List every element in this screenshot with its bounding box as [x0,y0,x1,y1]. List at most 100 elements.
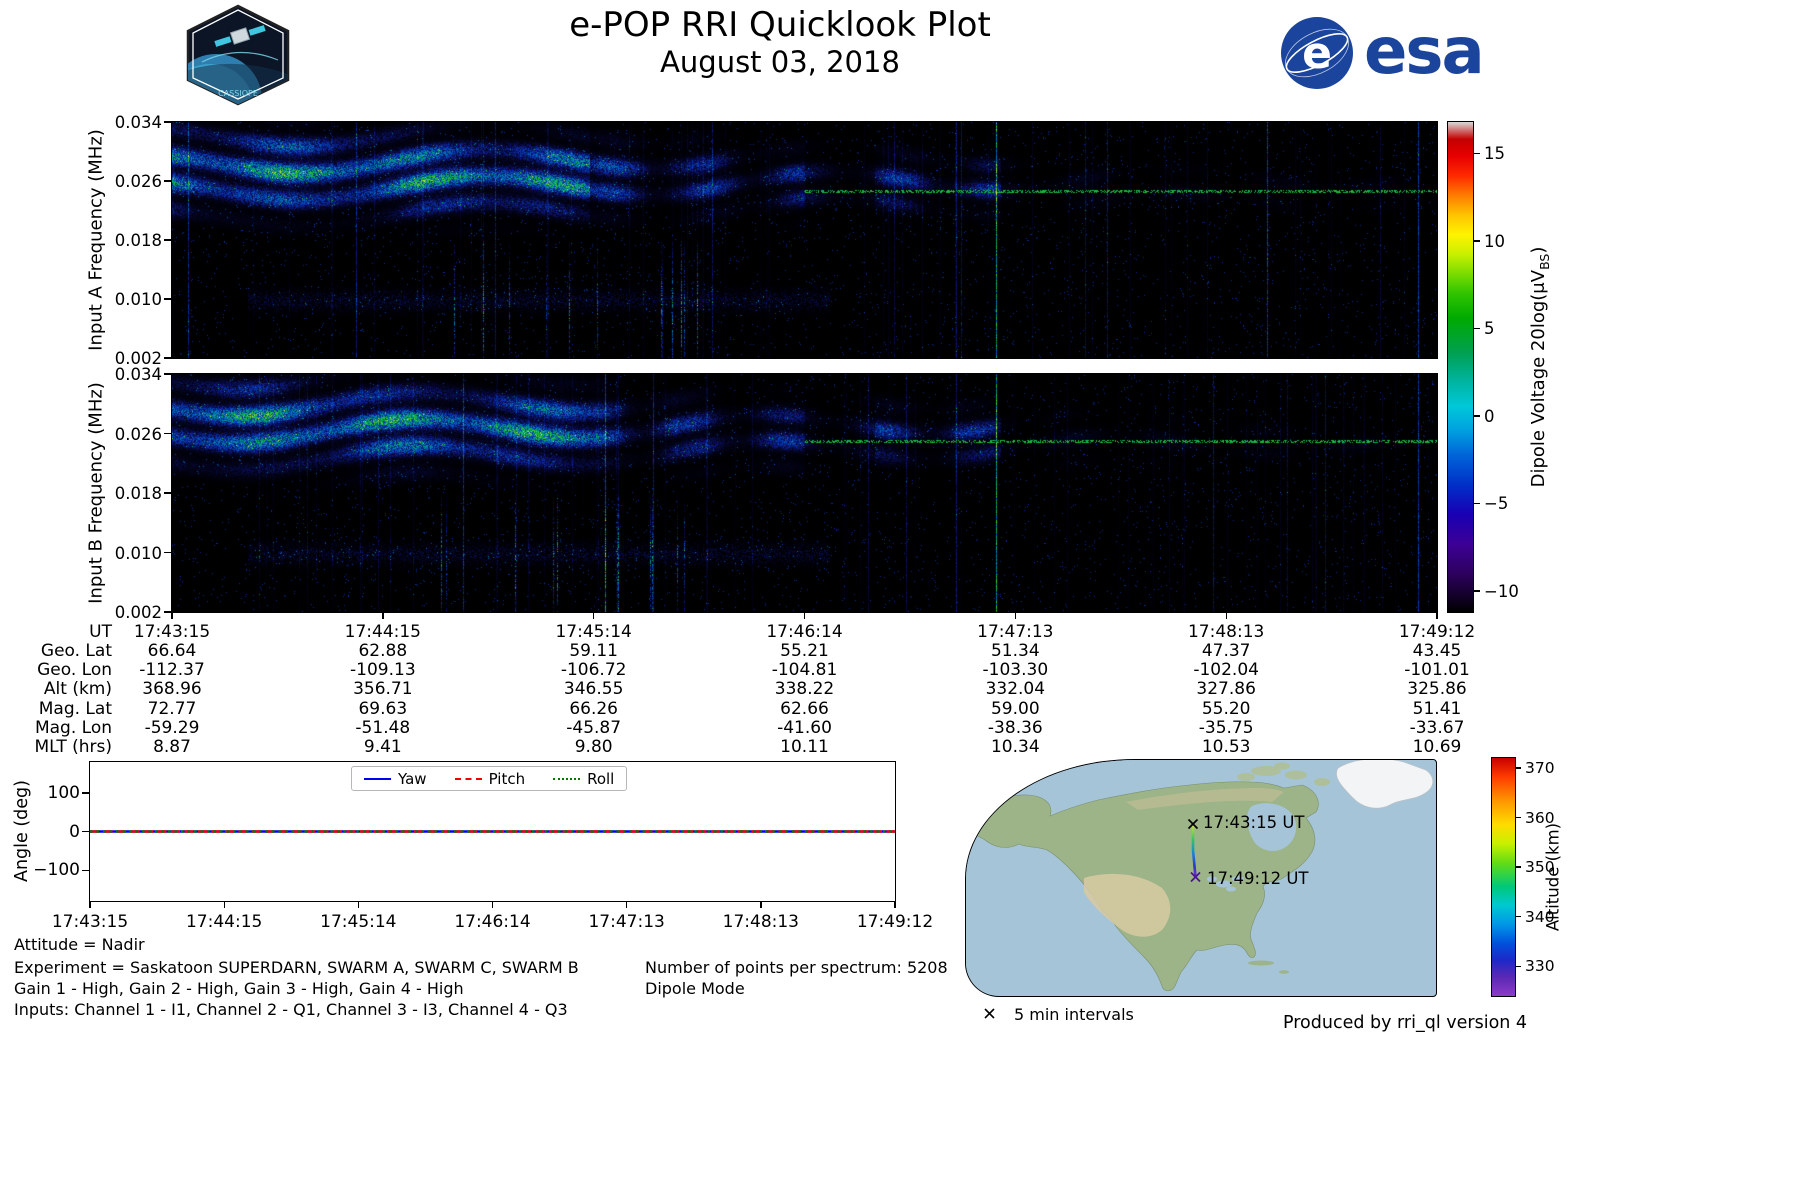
legend-label: Roll [587,769,615,788]
ephemeris-cell: 346.55 [563,679,624,700]
ephemeris-cell: -33.67 [1409,718,1465,738]
ephemeris-cell: -109.13 [350,660,416,681]
altitude-colorbar [1491,757,1516,997]
ephemeris-cell: 59.00 [990,698,1040,719]
page-title: e-POP RRI Quicklook Plot [569,5,991,45]
ephemeris-cell: 325.86 [1407,679,1467,700]
spec-a-ytick-label: 0.002 [114,349,162,368]
ephemeris-cell: 17:44:15 [344,621,421,642]
legend-label: Pitch [488,769,526,788]
ephemeris-cell: 327.86 [1196,679,1256,700]
dipole-cbar-tick-mark [1474,502,1480,505]
dipole-voltage-colorbar [1447,121,1474,613]
ephemeris-cell: 66.64 [147,640,197,661]
track-start-marker [1187,818,1199,830]
angle-xtick-label: 17:47:13 [588,912,665,932]
ephemeris-cell: 332.04 [985,679,1046,700]
ephemeris-cell: -45.87 [566,718,622,738]
alt-cbar-tick-mark [1516,965,1521,967]
dipole-cbar-tick-label: −5 [1484,494,1509,513]
dipole-cbar-tick-mark [1474,415,1480,417]
map-tundra-tint [1126,788,1284,810]
alt-cbar-tick-mark [1516,866,1521,868]
angle-xtick-label: 17:48:13 [722,912,799,932]
spec-b-ytick-label: 0.018 [114,484,162,503]
ephemeris-cell: 17:46:14 [766,621,843,642]
spec-b-xtick-mark [1014,613,1017,619]
track-end-marker [1190,871,1201,883]
produced-by-note: Produced by rri_ql version 4 [1283,1013,1528,1033]
ephemeris-row-label: Alt (km) [43,679,112,700]
ephemeris-cell: 10.53 [1201,737,1251,758]
dipole-cbar-tick-mark [1474,327,1480,330]
ephemeris-cell: 17:47:13 [977,621,1054,642]
ephemeris-cell: 9.80 [574,737,613,758]
dipole-cbar-tick-mark [1474,590,1480,592]
angle-xtick-mark [760,902,762,908]
map-greenland [1336,760,1434,809]
esa-wordmark: esa [1364,15,1485,90]
ground-track-map [965,759,1437,997]
spec-b-xtick-mark [803,613,806,619]
map-hudson-bay [1247,803,1297,852]
angle-xtick-label: 17:44:15 [185,912,263,932]
dipole-cbar-tick-label: 0 [1484,406,1495,426]
spectrogram-b [171,373,1438,613]
angle-ytick-label: 0 [69,821,80,842]
ephemeris-row-label: MLT (hrs) [34,737,112,758]
ephemeris-cell: 51.34 [990,640,1040,661]
ephemeris-cell: -35.75 [1198,718,1254,738]
inputs-note: Inputs: Channel 1 - I1, Channel 2 - Q1, … [14,1000,568,1019]
alt-cbar-tick-mark [1516,916,1521,918]
legend-line-sample [364,777,391,780]
dipole-cbar-tick-mark [1474,240,1480,242]
track-start-label: 17:43:15 UT [1203,813,1305,832]
dipole-colorbar-label: Dipole Voltage 20log(μVBS) [1528,247,1552,488]
angle-ytick-mark [82,792,89,794]
dipole-cbar-tick-label: 10 [1484,231,1505,251]
legend-label: Yaw [398,769,427,788]
dipole-label-pre: Dipole Voltage 20log(μV [1528,269,1550,488]
alt-cbar-tick-mark [1516,767,1521,769]
interval-marker-icon [984,1008,995,1019]
ephemeris-cell: 17:49:12 [1398,621,1476,642]
ephemeris-cell: -51.48 [355,718,411,738]
ephemeris-cell: 356.71 [353,679,413,700]
legend-item-pitch: Pitch [454,769,526,788]
title-block: e-POP RRI Quicklook Plot August 03, 2018 [430,5,1130,80]
spec-a-ytick-mark [164,180,171,182]
spec-a-ytick-mark [164,357,171,359]
map-canvas [966,760,1435,995]
ephemeris-cell: 17:43:15 [133,621,211,642]
ephemeris-cell: 69.63 [358,698,408,719]
alt-cbar-tick-label: 340 [1525,907,1555,926]
ephemeris-cell: 10.34 [990,737,1040,758]
dipole-cbar-tick-label: 15 [1484,144,1505,163]
angle-ytick-mark [82,869,89,871]
ephemeris-cell: 72.77 [147,698,197,719]
ephemeris-cell: -38.36 [987,718,1043,738]
interval-legend-label: 5 min intervals [1014,1005,1134,1024]
dipole-cbar-tick-label: 5 [1484,319,1495,338]
track-end-label: 17:49:12 UT [1207,869,1309,888]
ephemeris-cell: 10.11 [780,737,829,758]
spec-b-xtick-mark [593,613,595,619]
legend-item-roll: Roll [553,770,614,788]
attitude-note: Attitude = Nadir [14,935,145,954]
ephemeris-cell: -41.60 [777,718,832,738]
map-us-west-tint [1084,873,1171,937]
spec-a-ytick-label: 0.010 [114,290,162,309]
ephemeris-cell: 9.41 [363,737,402,758]
angle-ytick-label: 100 [47,782,80,803]
spec-b-ytick-label: 0.026 [114,424,162,444]
spec-b-xtick-mark [382,613,384,619]
ephemeris-cell: -103.30 [982,660,1049,681]
ephemeris-row-label: Mag. Lat [38,698,112,719]
alt-cbar-tick-label: 350 [1525,858,1555,877]
map-caribbean [1248,960,1289,974]
alt-cbar-tick-label: 360 [1525,808,1555,827]
angle-legend: Yaw Pitch Roll [351,766,628,791]
ephemeris-cell: 51.41 [1412,698,1462,719]
spec-a-ytick-label: 0.034 [114,113,162,132]
legend-item-yaw: Yaw [364,770,427,788]
